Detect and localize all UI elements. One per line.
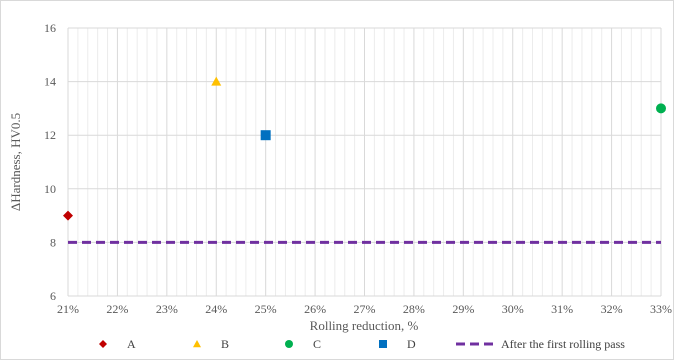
x-tick-label: 28% xyxy=(403,302,425,316)
legend-label: After the first rolling pass xyxy=(501,337,625,351)
x-tick-label: 24% xyxy=(205,302,227,316)
y-tick-labels: 6 8 10 12 14 16 xyxy=(44,21,56,303)
x-tick-label: 32% xyxy=(601,302,623,316)
x-tick-label: 22% xyxy=(106,302,128,316)
data-point xyxy=(260,130,271,141)
x-tick-label: 27% xyxy=(354,302,376,316)
legend-label: D xyxy=(407,337,416,351)
x-axis-title: Rolling reduction, % xyxy=(310,318,419,333)
data-points-layer xyxy=(63,76,666,221)
legend-label: A xyxy=(127,337,136,351)
grid-layer xyxy=(67,27,662,297)
data-point xyxy=(63,210,73,221)
y-tick-label: 16 xyxy=(44,21,56,35)
x-tick-label: 21% xyxy=(57,302,79,316)
y-tick-label: 6 xyxy=(50,289,56,303)
legend: A B C D After the first rolling pass xyxy=(99,337,625,351)
data-point xyxy=(211,76,222,86)
x-tick-label: 26% xyxy=(304,302,326,316)
legend-marker xyxy=(379,340,387,348)
data-point xyxy=(656,103,666,114)
x-tick-label: 31% xyxy=(551,302,573,316)
x-tick-label: 23% xyxy=(156,302,178,316)
legend-marker xyxy=(193,340,201,348)
x-tick-label: 30% xyxy=(502,302,524,316)
x-tick-label: 25% xyxy=(255,302,277,316)
y-tick-label: 8 xyxy=(50,235,56,249)
legend-label: B xyxy=(221,337,229,351)
x-tick-labels: 21% 22% 23% 24% 25% 26% 27% 28% 29% 30% 31% 32% 33% xyxy=(57,302,672,316)
x-tick-label: 33% xyxy=(650,302,672,316)
x-tick-label: 29% xyxy=(452,302,474,316)
y-tick-label: 10 xyxy=(44,182,56,196)
y-axis-title: ΔHardness, HV0.5 xyxy=(8,113,23,211)
y-tick-label: 14 xyxy=(44,75,56,89)
legend-marker xyxy=(285,340,293,348)
legend-label: C xyxy=(313,337,321,351)
legend-marker xyxy=(99,340,107,348)
y-tick-label: 12 xyxy=(44,128,56,142)
